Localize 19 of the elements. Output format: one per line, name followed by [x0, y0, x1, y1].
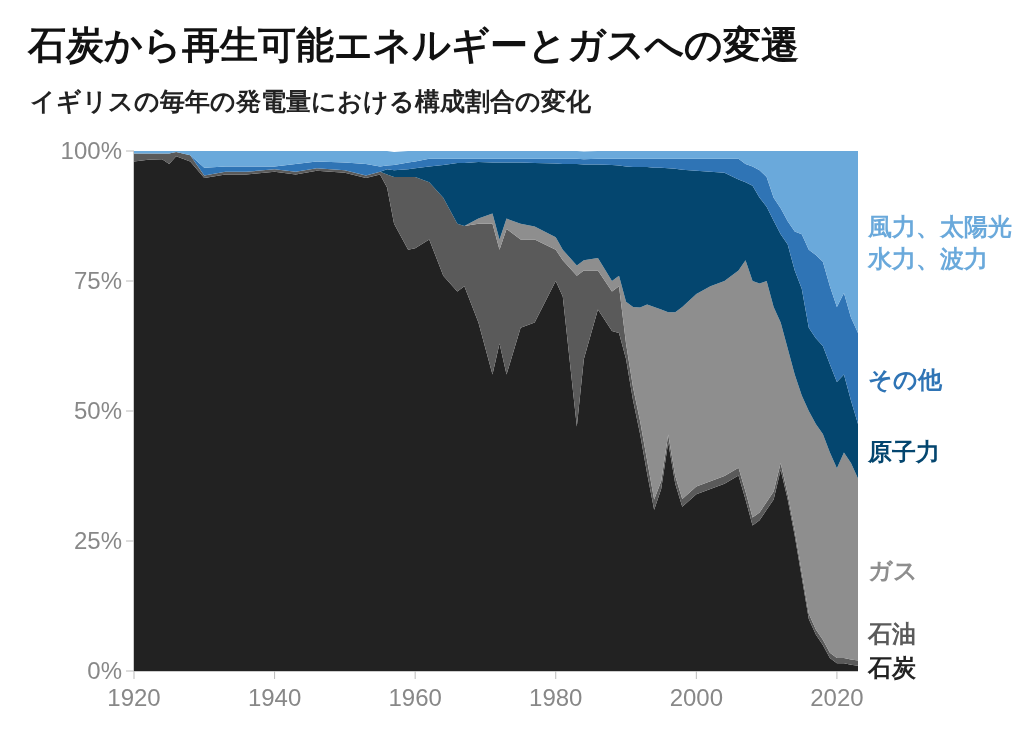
x-tick-label: 2020: [810, 684, 864, 711]
x-tick-label: 1960: [388, 684, 442, 711]
x-tick-label: 1940: [247, 684, 302, 711]
y-tick-label: 75%: [73, 267, 122, 294]
chart-title: 石炭から再生可能エネルギーとガスへの変遷: [27, 24, 799, 66]
y-tick-label: 50%: [73, 397, 122, 424]
series-label: ガス: [868, 556, 918, 584]
series-label: その他: [868, 365, 943, 393]
y-tick-label: 0%: [87, 657, 122, 684]
y-tick-label: 25%: [73, 527, 122, 554]
series-label: 原子力: [867, 438, 940, 466]
series-label: 石炭: [867, 654, 917, 681]
y-tick-label: 100%: [60, 137, 122, 164]
series-label: 石油: [867, 620, 916, 647]
x-tick-label: 2000: [669, 684, 724, 711]
chart-subtitle: イギリスの毎年の発電量における構成割合の変化: [30, 87, 592, 116]
series-label: 風力、太陽光水力、波力: [867, 212, 1012, 273]
x-tick-label: 1920: [107, 684, 161, 711]
x-tick-label: 1980: [529, 684, 583, 711]
